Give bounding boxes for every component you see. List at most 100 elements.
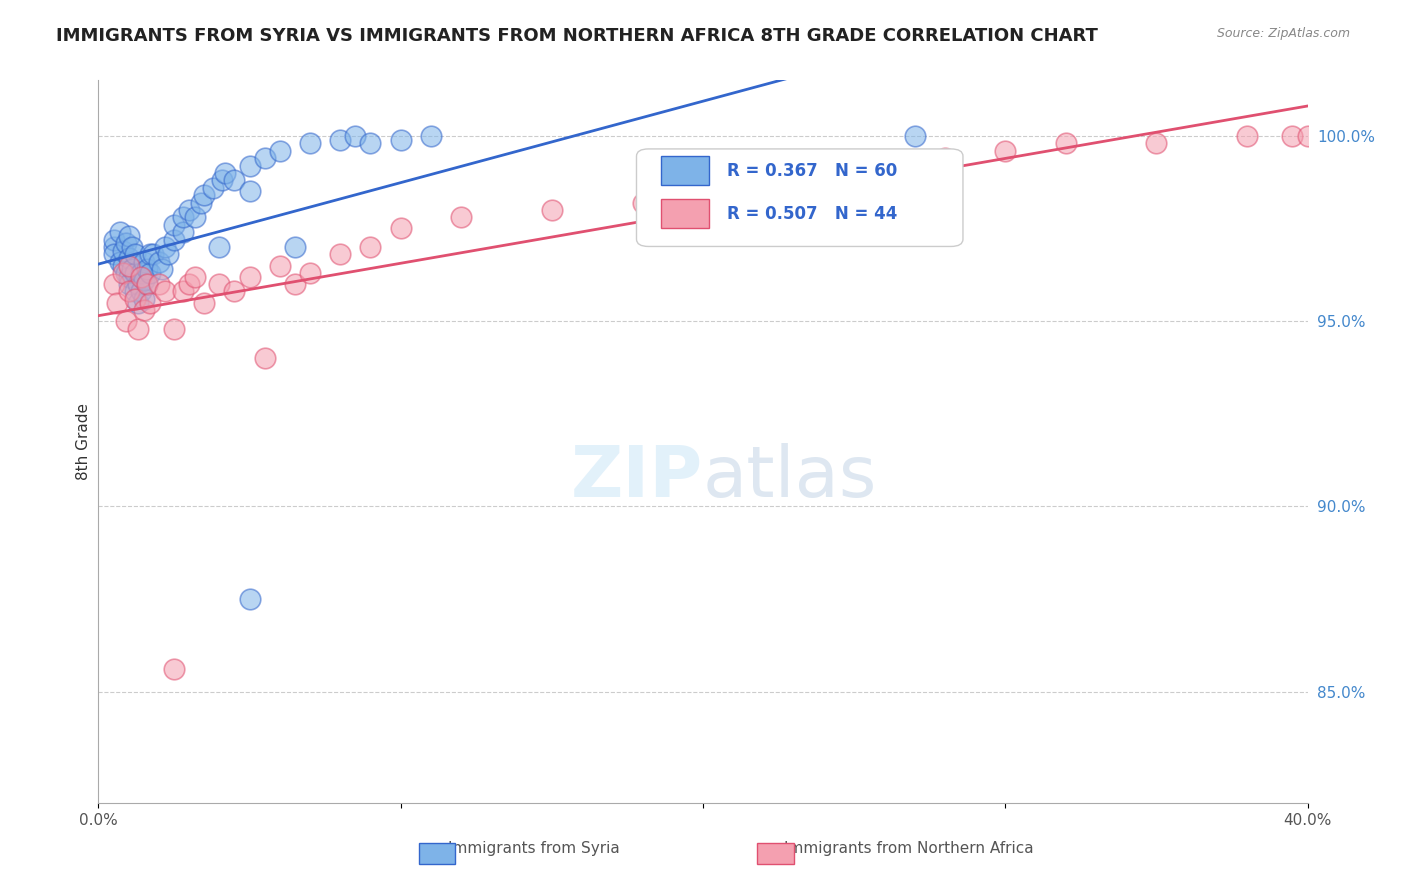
Point: [118, 228, 141, 243]
Point: [450, 211, 472, 225]
Point: [994, 144, 1017, 158]
Point: [139, 247, 162, 261]
Text: Immigrants from Syria: Immigrants from Syria: [449, 841, 620, 856]
Bar: [758, 843, 794, 864]
Point: [692, 185, 714, 199]
Point: [118, 269, 141, 284]
Point: [873, 159, 896, 173]
Point: [239, 592, 262, 607]
Point: [127, 321, 149, 335]
Point: [208, 240, 231, 254]
Point: [148, 277, 170, 291]
Point: [269, 259, 291, 273]
Point: [121, 262, 143, 277]
Point: [269, 144, 291, 158]
Point: [239, 159, 262, 173]
Point: [114, 236, 136, 251]
Point: [150, 262, 173, 277]
Bar: [661, 200, 709, 228]
Point: [103, 240, 125, 254]
Point: [135, 262, 157, 277]
Point: [540, 202, 562, 217]
Point: [129, 269, 152, 284]
Point: [329, 247, 352, 261]
Point: [108, 255, 131, 269]
Point: [103, 277, 125, 291]
Point: [124, 266, 146, 280]
Point: [118, 251, 141, 265]
Point: [108, 225, 131, 239]
Point: [193, 295, 215, 310]
Point: [904, 128, 927, 143]
Point: [163, 321, 186, 335]
Point: [179, 202, 201, 217]
Point: [127, 277, 149, 291]
Point: [344, 128, 367, 143]
Point: [179, 277, 201, 291]
Point: [105, 295, 128, 310]
Point: [211, 173, 233, 187]
Point: [139, 266, 162, 280]
Point: [163, 233, 186, 247]
Point: [934, 151, 956, 165]
Point: [184, 269, 207, 284]
Point: [124, 285, 146, 299]
Point: [148, 255, 170, 269]
Point: [118, 285, 141, 299]
Point: [127, 295, 149, 310]
Point: [224, 285, 246, 299]
Point: [360, 136, 382, 151]
Point: [124, 247, 146, 261]
Point: [118, 259, 141, 273]
Point: [156, 247, 179, 261]
Point: [813, 166, 835, 180]
Point: [193, 188, 215, 202]
Point: [389, 132, 412, 146]
Point: [253, 351, 276, 366]
Point: [129, 285, 152, 299]
Point: [184, 211, 207, 225]
Text: atlas: atlas: [703, 443, 877, 512]
Point: [163, 218, 186, 232]
Point: [631, 195, 654, 210]
Point: [299, 136, 322, 151]
Point: [114, 314, 136, 328]
Point: [132, 303, 155, 318]
Point: [1296, 128, 1319, 143]
Point: [132, 255, 155, 269]
Text: Immigrants from Northern Africa: Immigrants from Northern Africa: [783, 841, 1033, 856]
Point: [329, 132, 352, 146]
Point: [172, 225, 194, 239]
Point: [103, 247, 125, 261]
Point: [239, 185, 262, 199]
Point: [111, 244, 134, 258]
Point: [224, 173, 246, 187]
Point: [118, 277, 141, 291]
Point: [202, 180, 225, 194]
Point: [1236, 128, 1258, 143]
Point: [1054, 136, 1077, 151]
Point: [420, 128, 443, 143]
Point: [190, 195, 212, 210]
Text: Source: ZipAtlas.com: Source: ZipAtlas.com: [1216, 27, 1350, 40]
Point: [299, 266, 322, 280]
Point: [121, 240, 143, 254]
Point: [253, 151, 276, 165]
Point: [111, 259, 134, 273]
Point: [132, 292, 155, 306]
Bar: [419, 843, 456, 864]
Point: [111, 266, 134, 280]
Point: [114, 266, 136, 280]
Y-axis label: 8th Grade: 8th Grade: [76, 403, 91, 480]
Point: [124, 292, 146, 306]
Point: [153, 240, 176, 254]
Point: [239, 269, 262, 284]
Point: [129, 266, 152, 280]
Point: [360, 240, 382, 254]
Point: [135, 277, 157, 291]
Text: IMMIGRANTS FROM SYRIA VS IMMIGRANTS FROM NORTHERN AFRICA 8TH GRADE CORRELATION C: IMMIGRANTS FROM SYRIA VS IMMIGRANTS FROM…: [56, 27, 1098, 45]
Point: [153, 285, 176, 299]
Point: [284, 240, 307, 254]
Point: [1281, 128, 1303, 143]
Point: [214, 166, 236, 180]
